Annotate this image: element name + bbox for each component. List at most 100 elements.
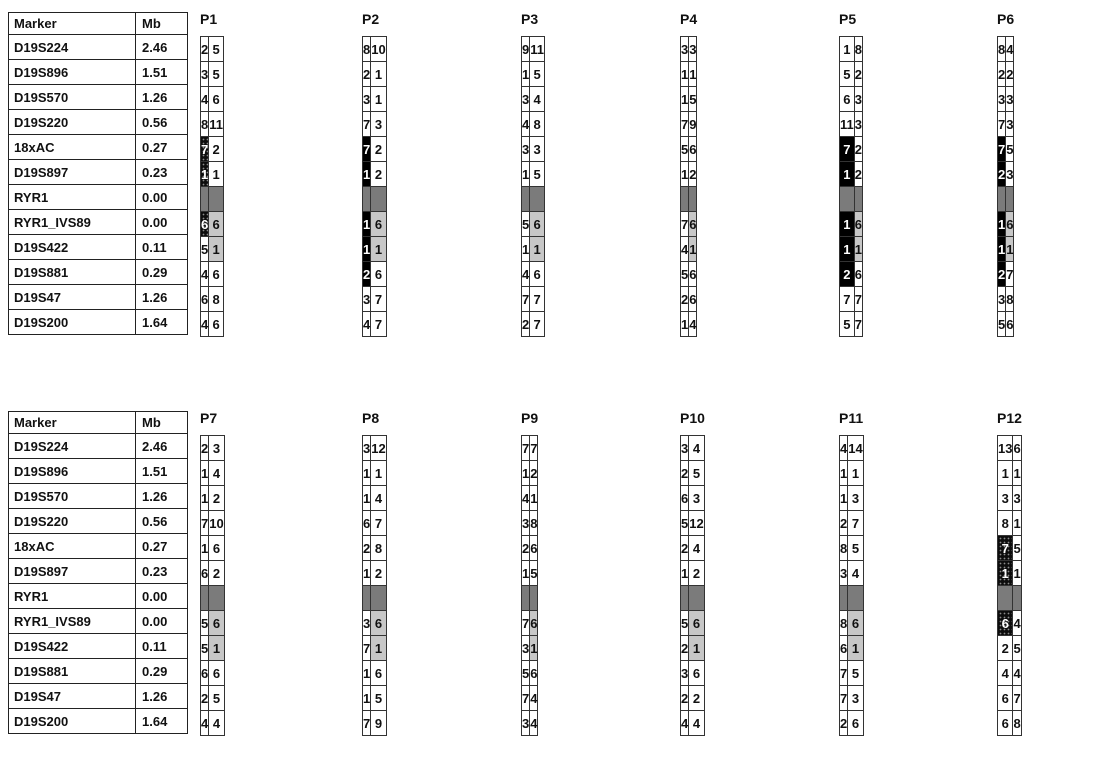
marker-row: 18xAC 0.27	[8, 533, 188, 559]
allele-cell: 3	[370, 111, 387, 137]
allele-cell: 3	[688, 36, 698, 62]
allele-cell: 6	[853, 261, 863, 287]
allele-cell: 8	[853, 36, 863, 62]
marker-name: D19S422	[8, 633, 136, 659]
marker-mb: 1.26	[135, 683, 188, 709]
allele-cell: 7	[839, 136, 855, 162]
allele-cell: 5	[688, 86, 698, 112]
allele-cell: 1	[847, 635, 864, 661]
marker-mb: 0.29	[135, 658, 188, 684]
haplotype-row: 11 3	[839, 111, 863, 137]
allele-cell: 7	[361, 710, 372, 736]
allele-cell: 2	[688, 685, 705, 711]
allele-cell: 3	[361, 610, 372, 636]
allele-cell: 1	[520, 61, 531, 87]
allele-cell: 3	[520, 136, 531, 162]
allele-cell: 2	[361, 535, 372, 561]
allele-cell: 7	[838, 685, 849, 711]
haplotype-row: 9 11	[520, 36, 545, 62]
allele-cell: 7	[199, 136, 210, 162]
marker-mb: 1.26	[135, 84, 188, 110]
allele-cell: 6	[370, 261, 387, 287]
allele-cell: 2	[839, 261, 855, 287]
allele-cell: 3	[1005, 111, 1015, 137]
allele-cell: 3	[208, 435, 225, 461]
allele-cell: 5	[1012, 535, 1022, 561]
allele-cell: 2	[520, 311, 531, 337]
allele-cell: 1	[1012, 510, 1022, 536]
haplotype-row	[199, 585, 225, 611]
allele-cell: 6	[529, 261, 545, 287]
allele-cell: 6	[853, 211, 863, 237]
allele-cell: 12	[370, 435, 387, 461]
marker-row: D19S220 0.56	[8, 508, 188, 534]
allele-cell: 4	[1012, 660, 1022, 686]
allele-cell: 2	[370, 560, 387, 586]
allele-cell: 2	[838, 710, 849, 736]
allele-cell: 1	[361, 211, 372, 237]
allele-cell: 3	[679, 435, 690, 461]
patient-label: P2	[362, 11, 380, 27]
marker-mb: 0.00	[135, 184, 188, 210]
mb-column-header: Mb	[135, 411, 188, 434]
allele-cell: 2	[208, 560, 225, 586]
allele-cell: 4	[199, 311, 210, 337]
allele-cell: 7	[529, 435, 539, 461]
allele-cell: 5	[520, 660, 531, 686]
allele-cell: 6	[996, 710, 1014, 736]
allele-cell: 4	[688, 435, 705, 461]
allele-cell: 6	[208, 211, 224, 237]
allele-cell: 6	[208, 535, 225, 561]
allele-cell: 7	[520, 685, 531, 711]
allele-cell: 9	[370, 710, 387, 736]
allele-cell: 7	[520, 286, 531, 312]
allele-cell: 1	[361, 236, 372, 262]
allele-cell: 2	[853, 61, 863, 87]
marker-table-body: D19S224 2.46 D19S896 1.51 D19S570 1.26 D19S220…	[8, 34, 188, 335]
allele-cell: 2	[996, 161, 1007, 187]
allele-cell: 2	[688, 161, 698, 187]
allele-cell: 6	[208, 261, 224, 287]
allele-cell: 4	[679, 710, 690, 736]
allele-cell: 1	[996, 460, 1014, 486]
allele-cell: 8	[1012, 710, 1022, 736]
marker-mb: 0.00	[135, 209, 188, 235]
marker-column-header: Marker	[8, 12, 136, 35]
allele-cell: 8	[996, 36, 1007, 62]
marker-name: RYR1	[8, 583, 136, 609]
allele-cell: 8	[838, 535, 849, 561]
marker-name: D19S220	[8, 109, 136, 135]
allele-cell: 7	[370, 311, 387, 337]
allele-cell	[208, 585, 225, 611]
haplotype-row: 3 12	[361, 435, 387, 461]
haplotype-grid: 2 3 1 4 1 2 7 10 1 6 6 2 5 6 5 1 6 6 2 5 4 4	[199, 435, 225, 736]
patient-label: P12	[997, 410, 1022, 426]
allele-cell: 13	[996, 435, 1014, 461]
allele-cell: 4	[199, 261, 210, 287]
